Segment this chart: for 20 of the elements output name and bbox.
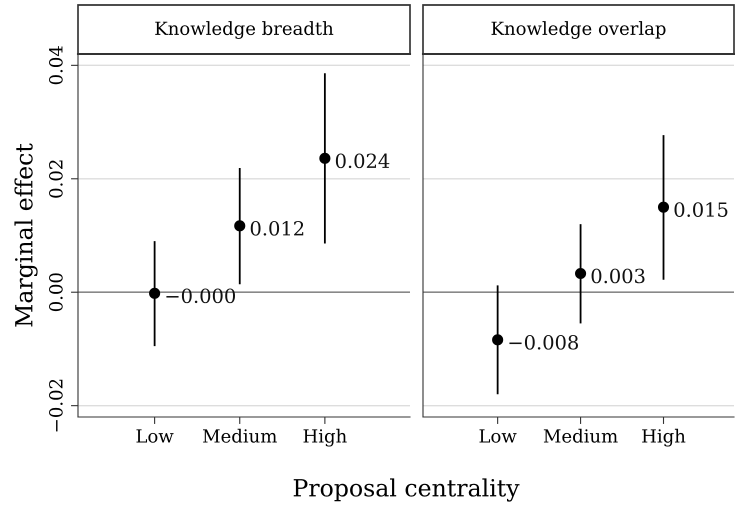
data-label: 0.003	[592, 268, 645, 284]
x-tick-label: Medium	[203, 428, 277, 443]
x-axis-title: Proposal centrality	[294, 478, 520, 502]
data-label: 0.015	[674, 202, 728, 217]
y-tick-label: 0.04	[49, 46, 63, 84]
x-tick-label: High	[304, 428, 347, 447]
chart-title: Knowledge overlap	[492, 21, 666, 39]
data-label: 0.024	[336, 153, 390, 168]
chart-title: Knowledge breadth	[155, 21, 334, 39]
y-axis-title: Marginal effect	[14, 143, 38, 327]
data-label: −0.000	[166, 288, 236, 304]
y-tick-label: −0.02	[49, 380, 63, 432]
data-label: −0.008	[509, 334, 578, 350]
y-tick-label: 0.02	[49, 160, 63, 198]
data-label: 0.012	[250, 220, 304, 236]
y-tick-label: 0.00	[49, 273, 63, 312]
x-tick-label: Low	[479, 429, 517, 443]
x-tick-label: Medium	[544, 428, 618, 443]
x-tick-label: Low	[136, 429, 174, 443]
x-tick-label: High	[642, 428, 686, 447]
